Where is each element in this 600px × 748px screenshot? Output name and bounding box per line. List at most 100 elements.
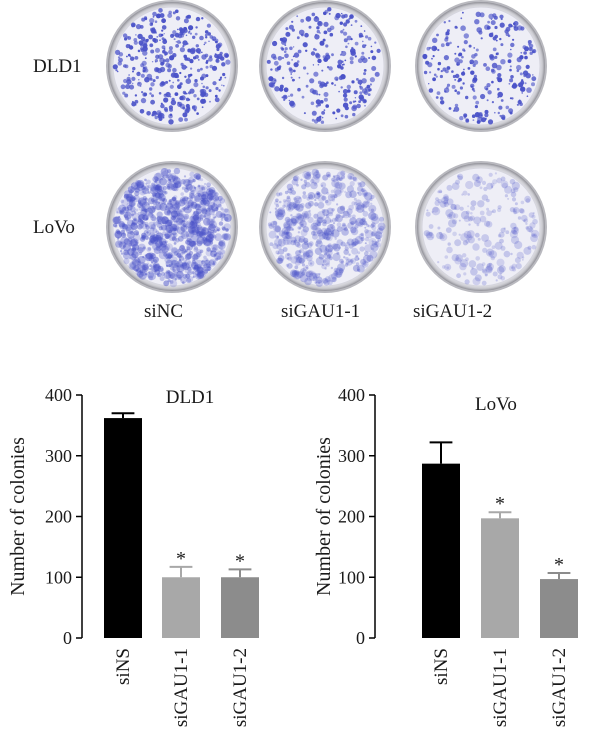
colony: [305, 173, 312, 181]
colony: [139, 85, 142, 87]
colony: [160, 224, 168, 231]
colony: [151, 253, 155, 257]
plate-dld1-sigau1-2: [415, 0, 547, 132]
colony: [342, 222, 346, 227]
colony: [491, 80, 494, 84]
colony: [361, 88, 368, 94]
colony: [176, 271, 184, 279]
colony: [210, 229, 214, 234]
colony: [294, 241, 301, 247]
colony: [190, 67, 193, 70]
colony: [330, 266, 334, 270]
colony: [319, 81, 326, 87]
colony: [207, 228, 211, 232]
colony: [164, 169, 167, 172]
colony: [152, 176, 159, 183]
colony: [323, 109, 326, 112]
colony: [531, 82, 535, 87]
colony: [348, 243, 354, 249]
colony: [150, 185, 156, 192]
colony: [363, 205, 367, 209]
colony: [316, 192, 320, 195]
colony: [137, 49, 141, 53]
colony: [120, 252, 124, 255]
colony: [444, 37, 449, 42]
colony: [200, 194, 207, 200]
colony: [154, 61, 157, 63]
colony: [165, 243, 173, 251]
colony: [174, 175, 179, 180]
colony: [300, 212, 307, 220]
colony: [213, 199, 222, 208]
colony: [209, 189, 217, 198]
colony: [495, 39, 498, 42]
colony: [363, 30, 366, 32]
colony: [115, 69, 118, 72]
colony: [168, 175, 176, 183]
colony: [367, 224, 371, 228]
colony: [432, 77, 436, 82]
colony: [218, 245, 223, 250]
colony: [529, 51, 533, 55]
colony: [128, 242, 133, 246]
colony: [195, 208, 202, 215]
colony: [364, 201, 368, 206]
colony: [174, 262, 178, 267]
colony: [311, 118, 315, 122]
colony: [130, 56, 135, 61]
colony: [328, 211, 334, 217]
colony: [362, 40, 364, 43]
colony: [147, 221, 156, 230]
colony: [351, 105, 357, 112]
colony: [177, 28, 179, 31]
colony: [207, 237, 214, 243]
colony: [368, 57, 371, 59]
colony: [342, 210, 350, 219]
colony: [152, 234, 160, 242]
colony: [126, 79, 132, 85]
colony: [140, 209, 147, 216]
colony: [202, 190, 208, 196]
colony: [167, 178, 172, 183]
colony: [153, 262, 160, 269]
colony: [291, 28, 295, 32]
colony: [336, 108, 341, 113]
colony: [344, 59, 347, 62]
colony: [303, 172, 312, 180]
colony: [119, 232, 123, 236]
colony: [152, 242, 160, 251]
colony: [177, 215, 186, 224]
colony: [117, 56, 121, 59]
colony: [290, 256, 299, 264]
colony: [206, 188, 214, 196]
colony: [520, 51, 523, 54]
colony: [342, 89, 348, 94]
colony: [142, 246, 146, 250]
colony: [325, 104, 330, 108]
colony: [331, 179, 340, 188]
colony: [131, 25, 134, 28]
colony: [172, 11, 176, 15]
colony: [439, 96, 444, 101]
colony: [205, 65, 209, 69]
colony: [164, 219, 172, 227]
colony: [322, 209, 330, 217]
colony: [195, 26, 198, 29]
colony: [126, 55, 128, 58]
colony: [188, 227, 197, 235]
colony: [140, 73, 145, 78]
colony: [142, 196, 147, 200]
colony: [293, 175, 300, 182]
colony: [182, 263, 188, 269]
colony: [469, 59, 475, 65]
colony: [157, 220, 161, 225]
colony: [136, 181, 144, 189]
colony: [344, 263, 349, 267]
colony: [196, 266, 200, 270]
colony: [160, 102, 163, 105]
colony: [370, 208, 375, 212]
colony: [179, 219, 185, 226]
colony: [206, 263, 211, 269]
colony: [208, 233, 214, 239]
colony: [366, 224, 370, 228]
